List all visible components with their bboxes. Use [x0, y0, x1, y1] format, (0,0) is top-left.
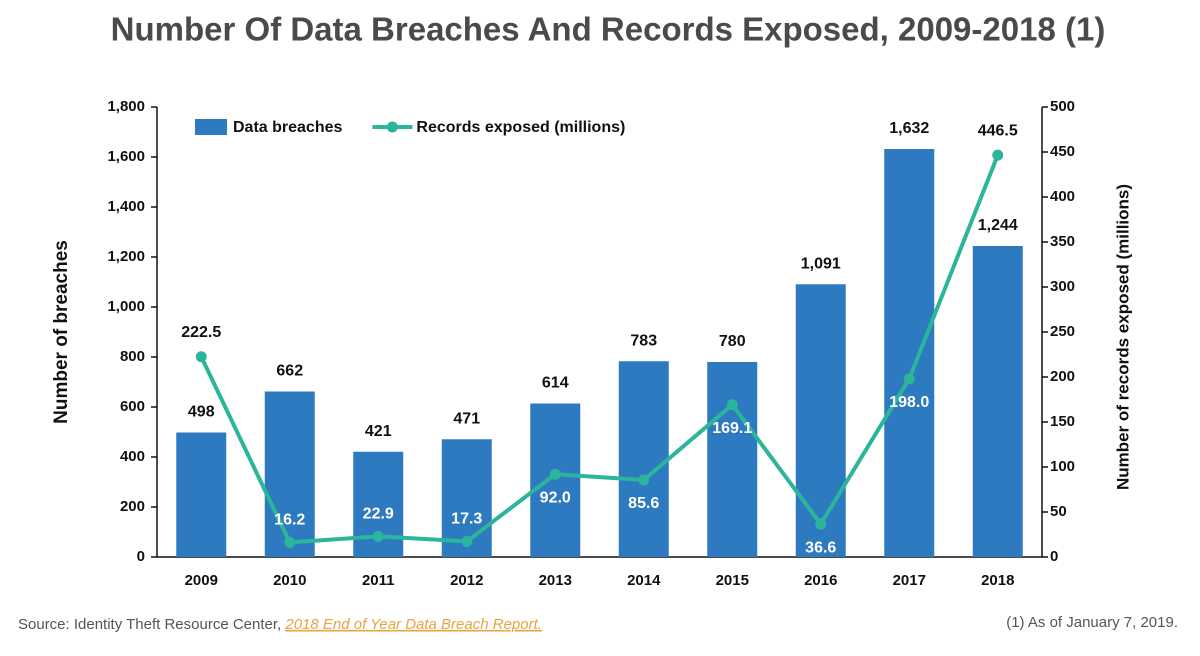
line-point	[549, 468, 561, 480]
bar-value-label: 780	[719, 333, 746, 350]
line-value-label: 92.0	[540, 489, 571, 506]
y2-tick-label: 250	[1050, 323, 1075, 340]
line-point	[726, 399, 738, 411]
line-value-label: 85.6	[628, 495, 659, 512]
x-tick-label: 2017	[893, 572, 926, 589]
source-text: Source: Identity Theft Resource Center,	[18, 616, 285, 633]
y2-tick-label: 400	[1050, 188, 1075, 205]
bar	[176, 432, 227, 557]
line-value-label: 222.5	[181, 324, 221, 341]
bar	[618, 361, 669, 557]
x-tick-label: 2011	[362, 572, 395, 589]
bar	[707, 362, 758, 557]
bar-value-label: 1,244	[978, 217, 1018, 234]
y2-tick-label: 200	[1050, 368, 1075, 385]
line-value-label: 22.9	[363, 506, 394, 523]
y2-tick-label: 0	[1050, 548, 1058, 565]
y-tick-label: 1,600	[107, 148, 145, 165]
bar-value-label: 471	[453, 410, 480, 427]
bar	[795, 284, 846, 557]
line-value-label: 169.1	[712, 420, 752, 437]
x-tick-label: 2018	[981, 572, 1014, 589]
legend-label: Data breaches	[233, 119, 342, 136]
bar-value-label: 421	[365, 423, 392, 440]
line-value-label: 446.5	[978, 122, 1018, 139]
bar	[884, 149, 935, 557]
bar	[972, 246, 1023, 557]
y2-tick-label: 150	[1050, 413, 1075, 430]
footnote: (1) As of January 7, 2019.	[1006, 614, 1178, 631]
bar-value-label: 1,632	[889, 120, 929, 137]
y2-tick-label: 500	[1050, 98, 1075, 115]
bar-value-label: 662	[276, 363, 303, 380]
line-point	[195, 351, 207, 363]
chart-title: Number Of Data Breaches And Records Expo…	[111, 11, 1106, 48]
x-tick-label: 2016	[804, 572, 837, 589]
line-value-label: 36.6	[805, 539, 836, 556]
y-tick-label: 400	[120, 448, 145, 465]
y2-tick-label: 100	[1050, 458, 1075, 475]
bar-value-label: 1,091	[801, 255, 841, 272]
line-point	[992, 149, 1004, 161]
y-axis-title: Number of breaches	[51, 240, 72, 424]
y-tick-label: 1,400	[107, 198, 145, 215]
line-value-label: 17.3	[451, 511, 482, 528]
line-point	[903, 373, 915, 385]
y-tick-label: 600	[120, 398, 145, 415]
y2-tick-label: 50	[1050, 503, 1067, 520]
x-tick-label: 2013	[539, 572, 572, 589]
y2-tick-label: 300	[1050, 278, 1075, 295]
bar	[530, 403, 581, 557]
legend-swatch	[195, 119, 227, 135]
x-tick-label: 2014	[627, 572, 661, 589]
y-tick-label: 1,000	[107, 298, 145, 315]
line-value-label: 198.0	[889, 394, 929, 411]
x-tick-label: 2010	[273, 572, 306, 589]
legend-swatch	[386, 121, 398, 133]
y-tick-label: 1,200	[107, 248, 145, 265]
source-link[interactable]: 2018 End of Year Data Breach Report.	[284, 616, 542, 633]
line-point	[284, 536, 296, 548]
line-point	[815, 518, 827, 530]
line-point	[372, 530, 384, 542]
y-tick-label: 200	[120, 498, 145, 515]
y-tick-label: 1,800	[107, 98, 145, 115]
y2-tick-label: 450	[1050, 143, 1075, 160]
bar-value-label: 614	[542, 375, 569, 392]
bar	[264, 391, 315, 557]
line-value-label: 16.2	[274, 512, 305, 529]
bar-value-label: 783	[630, 332, 657, 349]
x-tick-label: 2015	[716, 572, 749, 589]
source: Source: Identity Theft Resource Center, …	[18, 616, 542, 633]
legend-label: Records exposed (millions)	[416, 119, 625, 136]
y-tick-label: 800	[120, 348, 145, 365]
line	[199, 154, 1000, 545]
line-point	[461, 535, 473, 547]
bar-value-label: 498	[188, 404, 215, 421]
x-tick-label: 2012	[450, 572, 483, 589]
x-tick-label: 2009	[185, 572, 218, 589]
y2-axis-title: Number of records exposed (millions)	[1113, 184, 1132, 490]
line-point	[638, 474, 650, 486]
y-tick-label: 0	[137, 548, 145, 565]
y2-tick-label: 350	[1050, 233, 1075, 250]
